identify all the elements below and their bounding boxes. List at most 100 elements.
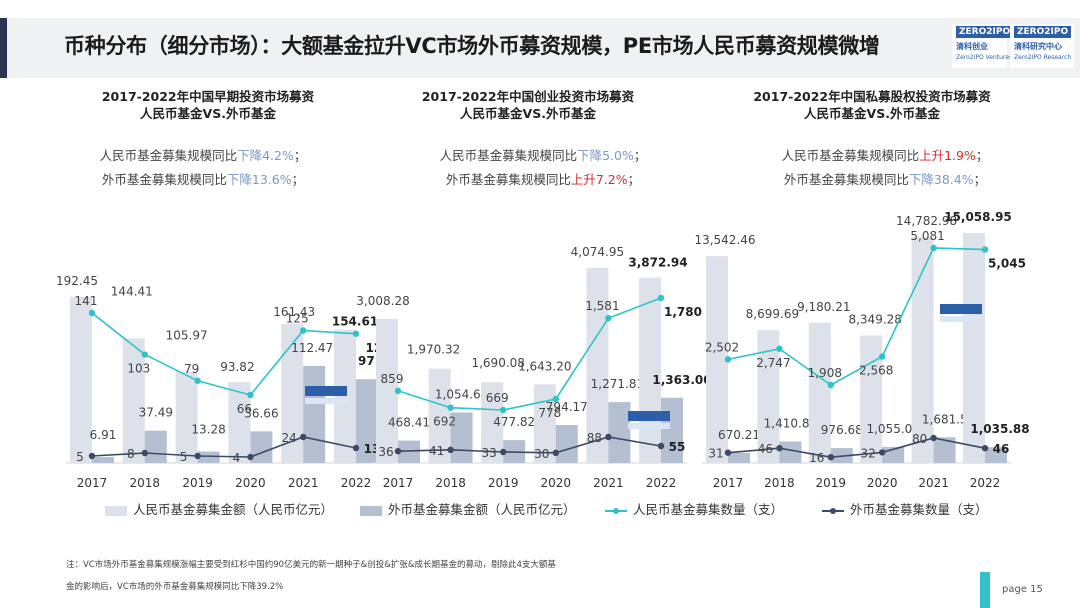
legend-label: 人民币基金募集金额（人民币亿元）: [133, 502, 334, 517]
data-label-fx-count: 4: [233, 451, 241, 465]
data-label-rmb-amount: 105.97: [166, 329, 208, 343]
watermark-logo-icon: [940, 316, 982, 322]
title-bar: [0, 18, 1080, 78]
data-label-rmb-amount: 14,782.98: [896, 214, 957, 228]
point-rmb-count: [827, 381, 834, 389]
panel-title-line2: 人民币基金VS.外币基金: [804, 106, 940, 121]
point-rmb-count: [88, 309, 96, 317]
data-label-rmb-amount: 1,690.08: [471, 356, 524, 370]
watermark-logo-icon: [628, 411, 670, 421]
bar-rmb-amount: [334, 329, 356, 463]
point-fx-count: [827, 454, 834, 461]
logo-wordmark: ZERO2IPO: [956, 26, 1014, 38]
note-fx: 外币基金募集规模同比下降13.6%；: [101, 172, 305, 187]
data-label-rmb-count: 2,502: [705, 340, 739, 354]
data-label-fx-amount: 1,271.81: [591, 377, 644, 391]
data-label-rmb-count: 1,581: [585, 299, 619, 313]
point-fx-count: [394, 447, 402, 455]
data-label-fx-count: 5: [76, 450, 84, 464]
panel-notes-early: 人民币基金募集规模同比下降4.2%； 外币基金募集规模同比下降13.6%；: [38, 144, 368, 192]
point-rmb-count: [141, 351, 148, 358]
data-label-fx-count: 31: [708, 447, 723, 461]
point-fx-count: [776, 445, 783, 452]
data-label-rmb-count: 778: [538, 406, 561, 420]
note-fx: 外币基金募集规模同比下降38.4%；: [783, 172, 987, 187]
legend-label: 人民币基金募集数量（支）: [633, 502, 784, 517]
bar-rmb-amount: [706, 256, 728, 463]
data-label-rmb-count: 5,081: [910, 229, 944, 243]
panel-notes-vc: 人民币基金募集规模同比下降5.0%； 外币基金募集规模同比上升7.2%；: [378, 144, 708, 192]
point-rmb-count: [500, 406, 507, 414]
x-tick-label: 2017: [383, 476, 414, 490]
panel-title-line1: 2017-2022年中国早期投资市场募资: [101, 89, 315, 104]
data-label-rmb-count: 66: [237, 402, 252, 416]
point-rmb-count: [776, 345, 783, 352]
data-label-fx-count: 30: [534, 447, 549, 461]
x-tick-label: 2019: [488, 476, 519, 490]
bar-rmb-amount: [963, 233, 985, 463]
data-label-fx-amount: 37.49: [139, 406, 173, 420]
point-rmb-count: [879, 353, 886, 360]
x-tick-label: 2022: [341, 476, 372, 490]
line-fx-count: [727, 437, 986, 459]
data-label-fx-count: 16: [809, 451, 824, 465]
data-label-fx-amount: 13.28: [191, 423, 225, 437]
data-label-rmb-count: 1,780: [664, 305, 702, 319]
data-label-fx-count: 32: [861, 446, 876, 460]
data-label-fx-count: 41: [429, 444, 444, 458]
point-rmb-count: [447, 404, 454, 411]
bar-rmb-amount: [860, 335, 883, 463]
page-title: 币种分布（细分市场）：大额基金拉升VC市场外币募资规模，PE市场人民币募资规模微…: [64, 34, 880, 58]
data-label-fx-count: 80: [912, 432, 927, 446]
note-rmb: 人民币基金募集规模同比下降5.0%；: [439, 148, 647, 163]
legend-fx-amount: 外币基金募集金额（人民币亿元）: [360, 499, 576, 518]
change-value: 下降4.2%: [237, 148, 294, 163]
data-label-rmb-amount: 4,074.95: [571, 245, 624, 259]
bar-fx-amount: [250, 431, 273, 463]
change-value: 上升1.9%: [919, 148, 976, 163]
point-rmb-count: [552, 395, 559, 403]
legend-label: 外币基金募集金额（人民币亿元）: [388, 502, 576, 517]
logo-en-text: Zero2IPO Ventures: [956, 54, 1013, 61]
zero2ipo-ventures-logo: ZERO2IPO 清科创业 Zero2IPO Ventures: [952, 24, 1014, 68]
bar-rmb-amount: [757, 330, 780, 463]
logo-wordmark: ZERO2IPO: [1014, 26, 1072, 38]
change-value: 下降5.0%: [577, 148, 634, 163]
panel-title-early: 2017-2022年中国早期投资市场募资 人民币基金VS.外币基金: [58, 88, 358, 122]
change-value: 下降38.4%: [908, 172, 974, 187]
point-fx-count: [552, 449, 559, 457]
data-label-rmb-count: 5,045: [988, 257, 1026, 271]
data-label-rmb-amount: 93.82: [220, 360, 254, 374]
data-label-rmb-amount: 15,058.95: [944, 210, 1012, 224]
point-rmb-count: [394, 387, 402, 395]
point-fx-count: [247, 453, 254, 461]
point-fx-count: [500, 448, 507, 456]
point-rmb-count: [605, 314, 612, 322]
data-label-fx-amount: 1,410.86: [764, 416, 817, 430]
line-rmb-count: [727, 247, 986, 386]
bar-rmb-amount: [281, 323, 304, 463]
data-label-rmb-amount: 8,349.28: [848, 312, 901, 326]
x-tick-label: 2019: [182, 476, 213, 490]
data-label-fx-count: 24: [282, 431, 297, 445]
bar-rmb-amount: [808, 322, 831, 463]
data-label-rmb-count: 692: [433, 415, 456, 429]
data-label-rmb-amount: 161.43: [273, 305, 315, 319]
bar-rmb-amount: [175, 371, 198, 463]
panel-title-line1: 2017-2022年中国私募股权投资市场募资: [753, 89, 991, 104]
point-fx-count: [930, 434, 937, 442]
point-fx-count: [141, 449, 148, 457]
data-label-rmb-amount: 13,542.46: [694, 233, 755, 247]
data-label-fx-count: 46: [758, 442, 773, 456]
data-label-fx-amount: 1,054.64: [435, 388, 488, 402]
data-label-fx-amount: 794.17: [546, 400, 588, 414]
data-label-fx-amount: 6.91: [90, 428, 117, 442]
data-label-fx-count: 88: [587, 431, 602, 445]
point-rmb-count: [930, 244, 937, 252]
x-tick-label: 2021: [918, 476, 949, 490]
watermark-logo-icon: [305, 398, 347, 404]
change-value: 上升7.2%: [570, 172, 628, 187]
data-label-rmb-count: 2,568: [859, 364, 893, 378]
data-label-rmb-amount: 144.41: [111, 284, 153, 298]
line-rmb-count: [397, 297, 662, 411]
